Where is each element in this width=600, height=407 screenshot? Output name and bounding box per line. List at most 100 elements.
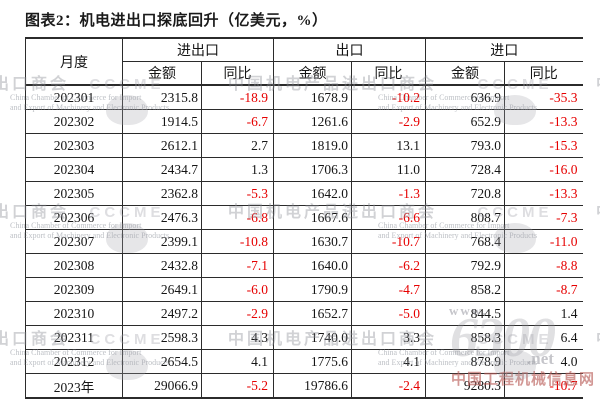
amount-cell: 768.4 [425, 229, 505, 254]
amount-cell: 1775.6 [273, 349, 352, 374]
yoy-cell: -7.1 [201, 253, 274, 278]
month-cell: 202305 [25, 181, 123, 206]
table-row: 202302 1914.5 -6.7 1261.6 -2.9 652.9 -13.3 [25, 109, 583, 134]
month-cell: 202312 [25, 349, 123, 374]
amount-cell: 1740.0 [273, 325, 352, 350]
yoy-cell: -6.2 [351, 253, 426, 278]
month-cell: 202310 [25, 301, 123, 326]
amount-cell: 858.3 [425, 325, 505, 350]
group-header-total: 进出口 [122, 38, 274, 62]
amount-cell: 2612.1 [122, 133, 202, 158]
column-header-yoy: 同比 [504, 61, 583, 86]
amount-cell: 808.7 [425, 205, 505, 230]
amount-cell: 793.0 [425, 133, 505, 158]
yoy-cell: 2.7 [201, 133, 274, 158]
table-row: 202310 2497.2 -2.9 1652.7 -5.0 844.5 1.4 [25, 301, 583, 326]
yoy-cell: -15.3 [504, 133, 583, 158]
amount-cell: 636.9 [425, 85, 505, 110]
month-cell: 202311 [25, 325, 123, 350]
amount-cell: 878.9 [425, 349, 505, 374]
yoy-cell: -2.9 [351, 109, 426, 134]
watermark-chamber-text: 中国机电产品进出口商会 [596, 325, 600, 349]
yoy-cell: -10.2 [351, 85, 426, 110]
yoy-cell: -35.3 [504, 85, 583, 110]
yoy-cell: 3.3 [351, 325, 426, 350]
month-cell: 202308 [25, 253, 123, 278]
amount-cell: 728.4 [425, 157, 505, 182]
amount-cell: 1642.0 [273, 181, 352, 206]
month-cell: 202307 [25, 229, 123, 254]
trade-data-table: 月度 进出口 出口 进口 金额 同比 金额 同比 金额 同比 202301 231… [25, 37, 583, 399]
amount-cell: 9280.3 [425, 373, 505, 399]
yoy-cell: 1.4 [504, 301, 583, 326]
amount-cell: 844.5 [425, 301, 505, 326]
watermark-chamber-text: 中国机电产品进出口商会 [596, 198, 600, 222]
amount-cell: 1261.6 [273, 109, 352, 134]
table-row: 202307 2399.1 -10.8 1630.7 -10.7 768.4 -11.0 [25, 229, 583, 254]
amount-cell: 1667.6 [273, 205, 352, 230]
amount-cell: 1630.7 [273, 229, 352, 254]
amount-cell: 1678.9 [273, 85, 352, 110]
amount-cell: 1790.9 [273, 277, 352, 302]
amount-cell: 1914.5 [122, 109, 202, 134]
yoy-cell: -2.4 [351, 373, 426, 399]
column-header-amount: 金额 [122, 61, 202, 86]
yoy-cell: 6.4 [504, 325, 583, 350]
table-row: 202309 2649.1 -6.0 1790.9 -4.7 858.2 -8.7 [25, 277, 583, 302]
amount-cell: 2649.1 [122, 277, 202, 302]
yoy-cell: -13.3 [504, 181, 583, 206]
column-header-amount: 金额 [273, 61, 352, 86]
amount-cell: 652.9 [425, 109, 505, 134]
yoy-cell: -7.3 [504, 205, 583, 230]
table-row: 202303 2612.1 2.7 1819.0 13.1 793.0 -15.3 [25, 133, 583, 158]
yoy-cell: 4.3 [201, 325, 274, 350]
month-cell: 202301 [25, 85, 123, 110]
amount-cell: 2315.8 [122, 85, 202, 110]
amount-cell: 2434.7 [122, 157, 202, 182]
amount-cell: 2399.1 [122, 229, 202, 254]
yoy-cell: -5.3 [201, 181, 274, 206]
yoy-cell: 4.1 [201, 349, 274, 374]
column-header-yoy: 同比 [201, 61, 274, 86]
month-cell: 202303 [25, 133, 123, 158]
amount-cell: 2497.2 [122, 301, 202, 326]
yoy-cell: 1.3 [201, 157, 274, 182]
amount-cell: 2362.8 [122, 181, 202, 206]
amount-cell: 1640.0 [273, 253, 352, 278]
yoy-cell: -6.0 [201, 277, 274, 302]
column-header-month: 月度 [25, 38, 123, 86]
watermark-chamber-text: 中国机电产品进出口商会 [596, 70, 600, 94]
yoy-cell: -8.7 [504, 277, 583, 302]
month-cell: 202309 [25, 277, 123, 302]
yoy-cell: -10.7 [504, 373, 583, 399]
group-header-row: 月度 进出口 出口 进口 [25, 38, 583, 86]
group-header-export: 出口 [273, 38, 426, 62]
column-header-amount: 金额 [425, 61, 505, 86]
amount-cell: 1652.7 [273, 301, 352, 326]
amount-cell: 19786.6 [273, 373, 352, 399]
table-body: 202301 2315.8 -18.9 1678.9 -10.2 636.9 -35.3 20… [25, 85, 583, 399]
yoy-cell: -6.6 [351, 205, 426, 230]
sub-header-row: 金额 同比 金额 同比 金额 同比 [26, 61, 583, 86]
month-cell: 2023年 [25, 373, 123, 399]
amount-cell: 29066.9 [122, 373, 202, 399]
amount-cell: 2598.3 [122, 325, 202, 350]
table-row: 202311 2598.3 4.3 1740.0 3.3 858.3 6.4 [25, 325, 583, 350]
yoy-cell: -10.8 [201, 229, 274, 254]
yoy-cell: -8.8 [504, 253, 583, 278]
amount-cell: 1819.0 [273, 133, 352, 158]
table-row: 202301 2315.8 -18.9 1678.9 -10.2 636.9 -35.3 [25, 85, 583, 110]
table-row: 202312 2654.5 4.1 1775.6 4.1 878.9 4.0 [25, 349, 583, 374]
yoy-cell: 13.1 [351, 133, 426, 158]
yoy-cell: -18.9 [201, 85, 274, 110]
yoy-cell: -13.3 [504, 109, 583, 134]
amount-cell: 1706.3 [273, 157, 352, 182]
amount-cell: 2476.3 [122, 205, 202, 230]
amount-cell: 2654.5 [122, 349, 202, 374]
yoy-cell: 4.1 [351, 349, 426, 374]
month-cell: 202306 [25, 205, 123, 230]
yoy-cell: -1.3 [351, 181, 426, 206]
yoy-cell: -11.0 [504, 229, 583, 254]
yoy-cell: -5.2 [201, 373, 274, 399]
